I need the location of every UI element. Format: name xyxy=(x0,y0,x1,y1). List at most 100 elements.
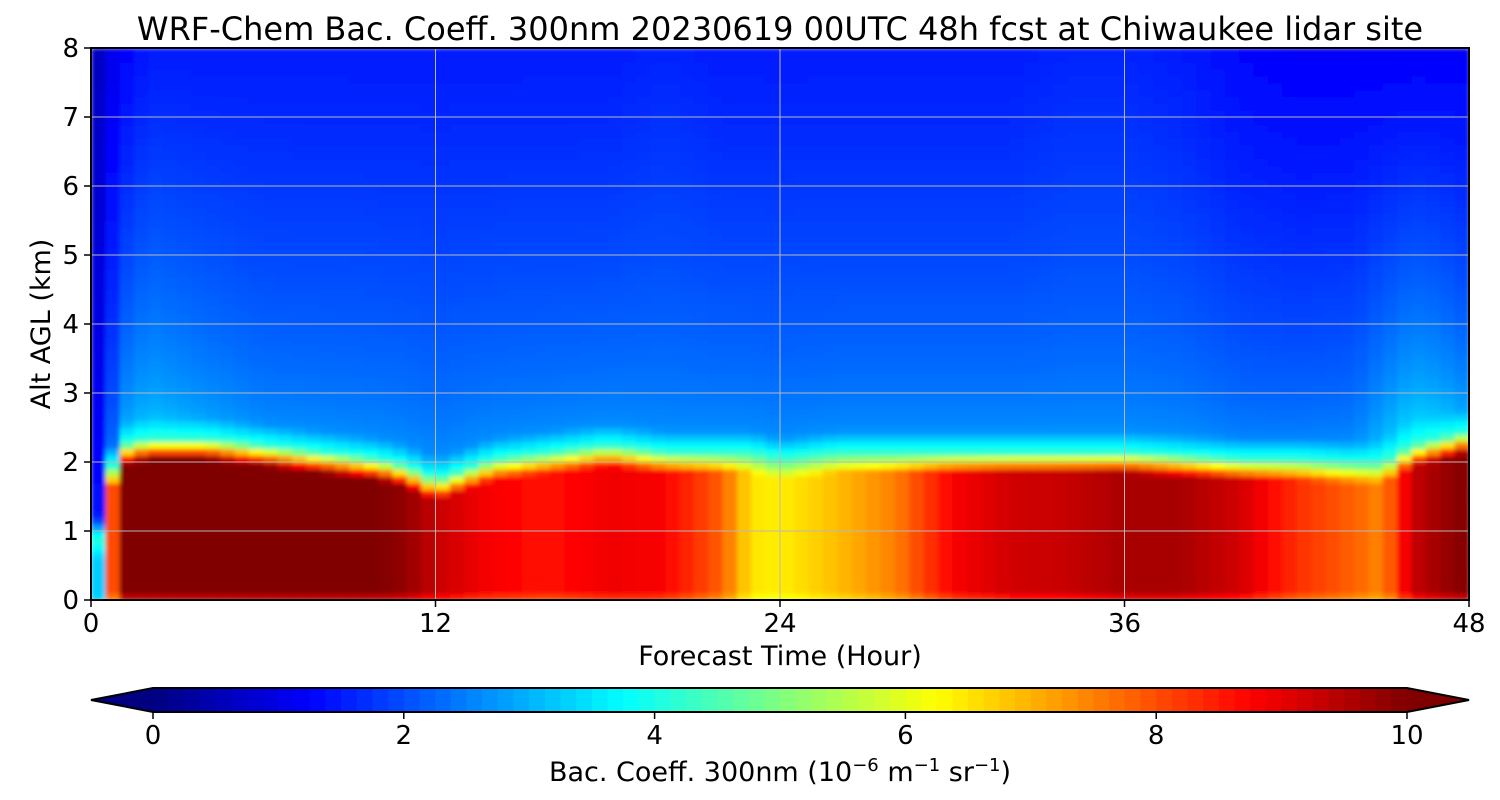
heatmap-cell xyxy=(234,517,250,525)
heatmap-cell xyxy=(320,496,336,505)
heatmap-cell xyxy=(162,427,178,436)
heatmap-cell xyxy=(665,213,681,222)
heatmap-cell xyxy=(665,282,681,291)
heatmap-cell xyxy=(866,54,882,63)
heatmap-cell xyxy=(507,96,523,104)
heatmap-cell xyxy=(708,275,724,284)
heatmap-cell xyxy=(894,48,910,56)
heatmap-cell xyxy=(191,475,207,484)
heatmap-cell xyxy=(205,268,221,277)
heatmap-cell xyxy=(435,289,451,298)
heatmap-cell xyxy=(837,337,853,346)
heatmap-cell xyxy=(177,475,193,484)
heatmap-cell xyxy=(105,427,121,436)
heatmap-cell xyxy=(320,234,336,242)
heatmap-cell xyxy=(937,393,954,401)
heatmap-cell xyxy=(722,330,738,339)
heatmap-cell xyxy=(579,151,595,160)
heatmap-cell xyxy=(937,206,954,215)
heatmap-cell xyxy=(765,351,781,360)
heatmap-cell xyxy=(765,206,781,215)
heatmap-cell xyxy=(765,310,781,318)
heatmap-cell xyxy=(191,399,207,408)
heatmap-cell xyxy=(148,68,164,77)
heatmap-cell xyxy=(464,61,480,70)
heatmap-cell xyxy=(105,172,121,180)
heatmap-cell xyxy=(363,537,379,546)
heatmap-cell xyxy=(291,289,308,298)
heatmap-cell xyxy=(966,165,982,173)
heatmap-cell xyxy=(579,468,595,477)
heatmap-cell xyxy=(794,462,810,470)
heatmap-cell xyxy=(220,517,236,525)
heatmap-cell xyxy=(291,344,308,353)
heatmap-cell xyxy=(263,386,279,394)
heatmap-cell xyxy=(320,420,336,429)
heatmap-cell xyxy=(335,399,351,408)
heatmap-cell xyxy=(823,289,839,298)
heatmap-cell xyxy=(478,186,494,194)
heatmap-cell xyxy=(708,524,724,532)
heatmap-cell xyxy=(650,275,666,284)
heatmap-cell xyxy=(679,524,695,532)
heatmap-cell xyxy=(679,427,695,436)
heatmap-cell xyxy=(866,551,882,560)
heatmap-cell xyxy=(148,496,164,505)
heatmap-cell xyxy=(894,89,910,98)
heatmap-cell xyxy=(722,324,738,332)
heatmap-cell xyxy=(808,268,824,277)
heatmap-cell xyxy=(105,117,121,125)
heatmap-cell xyxy=(320,117,336,125)
heatmap-cell xyxy=(521,130,537,139)
heatmap-cell xyxy=(564,241,580,249)
heatmap-cell xyxy=(306,517,322,525)
heatmap-cell xyxy=(91,75,107,84)
heatmap-cell xyxy=(349,372,365,380)
heatmap-cell xyxy=(823,544,839,553)
heatmap-cell xyxy=(593,544,609,553)
heatmap-cell xyxy=(794,330,810,339)
heatmap-cell xyxy=(722,103,738,111)
heatmap-cell xyxy=(119,475,135,484)
heatmap-cell xyxy=(205,565,221,574)
heatmap-cell xyxy=(507,268,523,277)
heatmap-cell xyxy=(636,468,652,477)
heatmap-cell xyxy=(335,510,351,518)
heatmap-cell xyxy=(91,158,107,167)
heatmap-cell xyxy=(579,551,595,560)
heatmap-cell xyxy=(248,179,265,187)
heatmap-cell xyxy=(205,220,221,229)
heatmap-cell xyxy=(736,261,753,270)
heatmap-cell xyxy=(148,261,164,270)
heatmap-cell xyxy=(808,179,824,187)
heatmap-cell xyxy=(622,130,638,139)
heatmap-cell xyxy=(679,413,695,422)
heatmap-cell xyxy=(808,165,824,173)
heatmap-cell xyxy=(708,448,724,456)
heatmap-cell xyxy=(579,455,595,463)
heatmap-cell xyxy=(952,565,968,574)
heatmap-cell xyxy=(579,572,595,581)
heatmap-cell xyxy=(507,406,523,415)
heatmap-cell xyxy=(335,344,351,353)
heatmap-cell xyxy=(665,455,681,463)
heatmap-cell xyxy=(119,317,135,325)
heatmap-cell xyxy=(421,48,437,56)
heatmap-cell xyxy=(320,179,336,187)
heatmap-cell xyxy=(564,579,580,587)
heatmap-cell xyxy=(665,96,681,104)
heatmap-cell xyxy=(823,234,839,242)
heatmap-cell xyxy=(248,413,265,422)
heatmap-cell xyxy=(693,282,710,291)
heatmap-cell xyxy=(808,89,824,98)
heatmap-cell xyxy=(765,117,781,125)
heatmap-cell xyxy=(937,413,954,422)
heatmap-cell xyxy=(406,406,422,415)
heatmap-cell xyxy=(320,227,336,236)
heatmap-cell xyxy=(823,192,839,201)
heatmap-cell xyxy=(392,565,408,574)
heatmap-cell xyxy=(894,220,910,229)
heatmap-cell xyxy=(593,489,609,498)
heatmap-cell xyxy=(823,75,839,84)
heatmap-cell xyxy=(421,303,437,311)
